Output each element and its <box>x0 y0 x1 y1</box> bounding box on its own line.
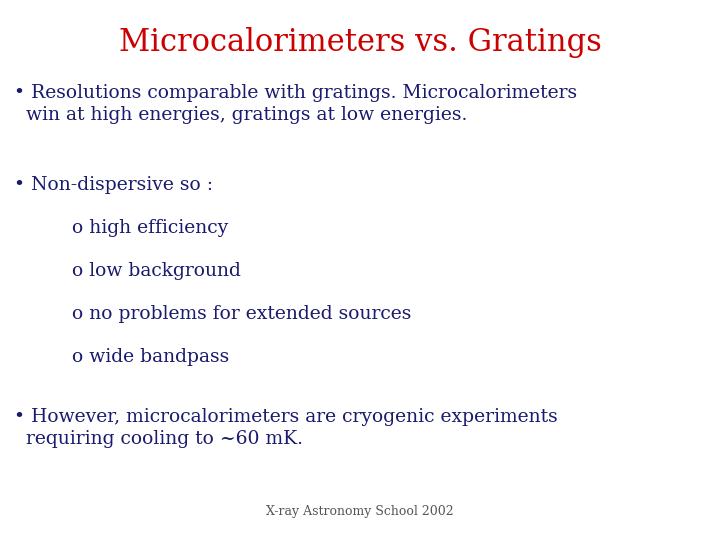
Text: o low background: o low background <box>72 262 241 280</box>
Text: Microcalorimeters vs. Gratings: Microcalorimeters vs. Gratings <box>119 27 601 58</box>
Text: o no problems for extended sources: o no problems for extended sources <box>72 305 411 323</box>
Text: • Non-dispersive so :: • Non-dispersive so : <box>14 176 213 193</box>
Text: • Resolutions comparable with gratings. Microcalorimeters
  win at high energies: • Resolutions comparable with gratings. … <box>14 84 577 124</box>
Text: • However, microcalorimeters are cryogenic experiments
  requiring cooling to ~6: • However, microcalorimeters are cryogen… <box>14 408 558 448</box>
Text: o high efficiency: o high efficiency <box>72 219 228 237</box>
Text: o wide bandpass: o wide bandpass <box>72 348 229 366</box>
Text: X-ray Astronomy School 2002: X-ray Astronomy School 2002 <box>266 505 454 518</box>
